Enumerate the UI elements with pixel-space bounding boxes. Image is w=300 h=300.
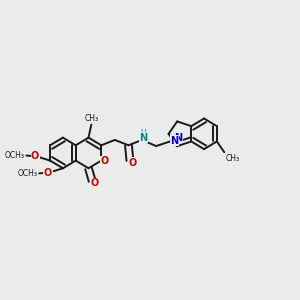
Text: OCH₃: OCH₃: [18, 169, 38, 178]
Text: O: O: [90, 178, 98, 188]
Text: O: O: [31, 151, 39, 161]
Text: N: N: [170, 136, 178, 146]
Text: H: H: [140, 129, 146, 138]
Text: O: O: [128, 158, 136, 168]
Text: O: O: [100, 156, 109, 166]
Text: CH₃: CH₃: [226, 154, 240, 163]
Text: OCH₃: OCH₃: [5, 151, 25, 160]
Text: O: O: [44, 168, 52, 178]
Text: N: N: [140, 133, 148, 143]
Text: N: N: [174, 133, 182, 142]
Text: CH₃: CH₃: [84, 114, 98, 123]
